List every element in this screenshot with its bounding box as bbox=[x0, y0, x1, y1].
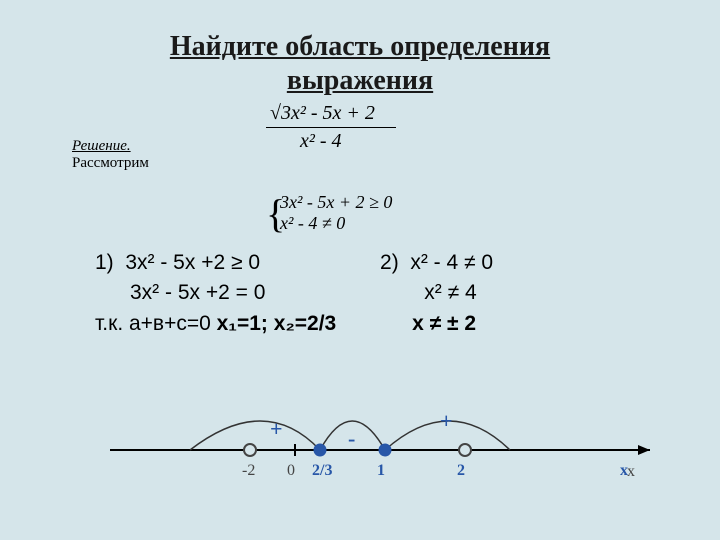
sign-mark: + bbox=[440, 408, 453, 434]
axis-tick-label: 2 bbox=[457, 462, 465, 480]
sign-mark: - bbox=[348, 426, 355, 452]
step3-roots: х₁=1; х₂=2/3 bbox=[217, 312, 337, 335]
axis-tick-label: 0 bbox=[287, 462, 295, 480]
step1-left: 1) 3x² - 5x +2 ≥ 0 bbox=[95, 251, 260, 274]
equation-system: { 3x² - 5x + 2 ≥ 0 x² - 4 ≠ 0 bbox=[280, 192, 392, 234]
label-rassmotrim: Рассмотрим bbox=[72, 155, 149, 172]
system-line2: x² - 4 ≠ 0 bbox=[280, 213, 392, 234]
sign-mark: + bbox=[270, 416, 283, 442]
system-line1: 3x² - 5x + 2 ≥ 0 bbox=[280, 192, 392, 213]
label-reshenie: Решение. bbox=[72, 138, 149, 155]
solution-steps: 1) 3x² - 5x +2 ≥ 0 2) x² - 4 ≠ 0 3x² - 5x… bbox=[95, 248, 493, 339]
slide-title: Найдите область определения выражения bbox=[0, 0, 720, 97]
diagram-svg bbox=[90, 400, 650, 510]
axis-variable-label-shadow: х bbox=[627, 463, 635, 481]
step1-right: 2) x² - 4 ≠ 0 bbox=[380, 251, 493, 274]
title-line1: Найдите область определения bbox=[170, 31, 550, 62]
fraction-numerator: √3x² - 5x + 2 bbox=[270, 102, 396, 125]
solution-labels: Решение. Рассмотрим bbox=[72, 138, 149, 172]
step-row-3: т.к. а+в+с=0 х₁=1; х₂=2/3 х ≠ ± 2 bbox=[95, 309, 493, 339]
denominator-text: x² - 4 bbox=[300, 130, 342, 152]
axis-tick-label: -2 bbox=[242, 462, 255, 480]
main-fraction: √3x² - 5x + 2 x² - 4 bbox=[270, 102, 396, 153]
step3-prefix: т.к. а+в+с=0 bbox=[95, 312, 217, 335]
axis-tick-label: 2/3 bbox=[312, 462, 332, 480]
axis-tick-label: 1 bbox=[377, 462, 385, 480]
numerator-text: √3x² - 5x + 2 bbox=[270, 102, 375, 124]
system-brace: { bbox=[266, 190, 285, 237]
step-row-1: 1) 3x² - 5x +2 ≥ 0 2) x² - 4 ≠ 0 bbox=[95, 248, 493, 278]
fraction-bar bbox=[266, 127, 396, 128]
fraction-denominator: x² - 4 bbox=[270, 130, 396, 153]
title-line2: выражения bbox=[287, 65, 433, 96]
number-line-diagram: +-+ -22/3120хх bbox=[90, 400, 650, 510]
step2-left: 3x² - 5x +2 = 0 bbox=[95, 281, 265, 304]
step2-right: x² ≠ 4 bbox=[383, 281, 476, 304]
step3-right: х ≠ ± 2 bbox=[336, 312, 476, 335]
step-row-2: 3x² - 5x +2 = 0 x² ≠ 4 bbox=[95, 278, 493, 308]
